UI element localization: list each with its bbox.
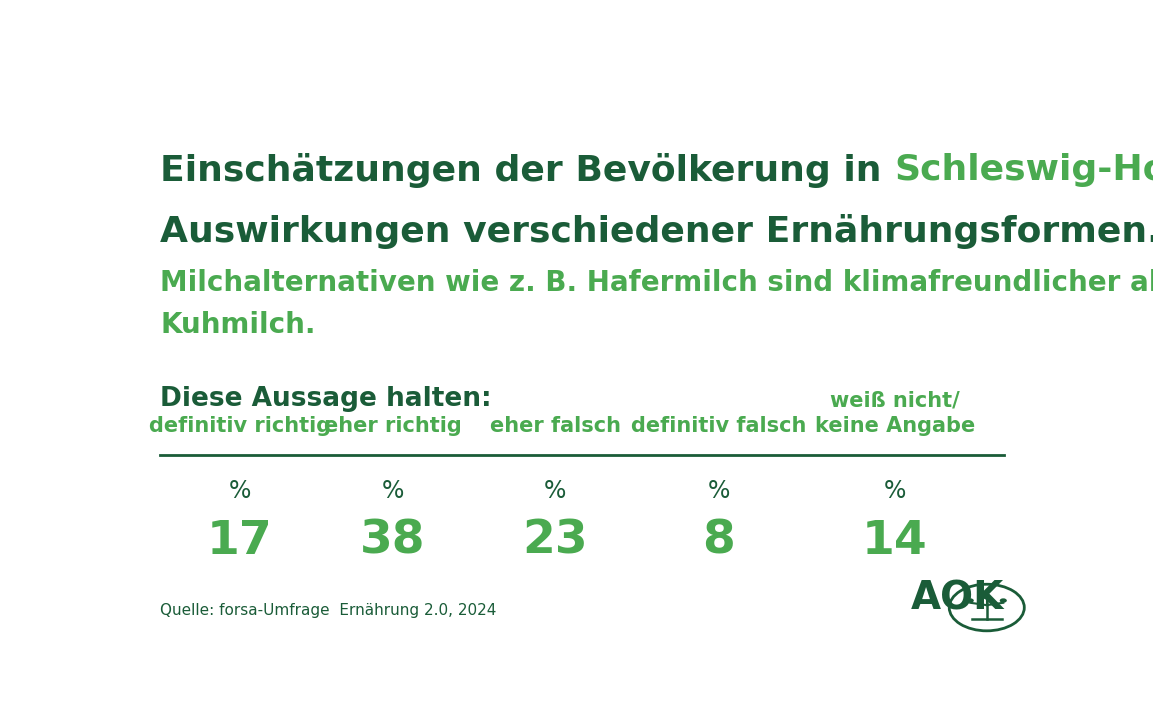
- Text: 14: 14: [861, 518, 928, 564]
- Text: %: %: [228, 479, 251, 503]
- Text: definitiv richtig: definitiv richtig: [149, 415, 331, 436]
- Text: 38: 38: [360, 518, 425, 564]
- Text: Quelle: forsa-Umfrage  Ernährung 2.0, 2024: Quelle: forsa-Umfrage Ernährung 2.0, 202…: [160, 603, 497, 618]
- Text: definitiv falsch: definitiv falsch: [631, 415, 806, 436]
- Text: weiß nicht/
keine Angabe: weiß nicht/ keine Angabe: [815, 391, 974, 436]
- Text: 17: 17: [206, 518, 272, 564]
- Text: %: %: [708, 479, 730, 503]
- Text: eher falsch: eher falsch: [490, 415, 620, 436]
- Circle shape: [966, 598, 974, 603]
- Text: %: %: [544, 479, 566, 503]
- Text: Schleswig-Holstein: Schleswig-Holstein: [895, 153, 1153, 187]
- Text: AOK: AOK: [911, 580, 1004, 618]
- Text: Kuhmilch.: Kuhmilch.: [160, 311, 316, 339]
- Text: 8: 8: [702, 518, 736, 564]
- Text: %: %: [883, 479, 906, 503]
- Text: Auswirkungen verschiedener Ernährungsformen.: Auswirkungen verschiedener Ernährungsfor…: [160, 214, 1153, 249]
- Text: Milchalternativen wie z. B. Hafermilch sind klimafreundlicher als: Milchalternativen wie z. B. Hafermilch s…: [160, 269, 1153, 297]
- Circle shape: [1000, 598, 1007, 603]
- Text: Diese Aussage halten:: Diese Aussage halten:: [160, 386, 492, 412]
- Text: eher richtig: eher richtig: [324, 415, 461, 436]
- Text: %: %: [382, 479, 404, 503]
- Text: Einschätzungen der Bevölkerung in: Einschätzungen der Bevölkerung in: [160, 153, 895, 188]
- Circle shape: [984, 595, 990, 600]
- Text: 23: 23: [522, 518, 588, 564]
